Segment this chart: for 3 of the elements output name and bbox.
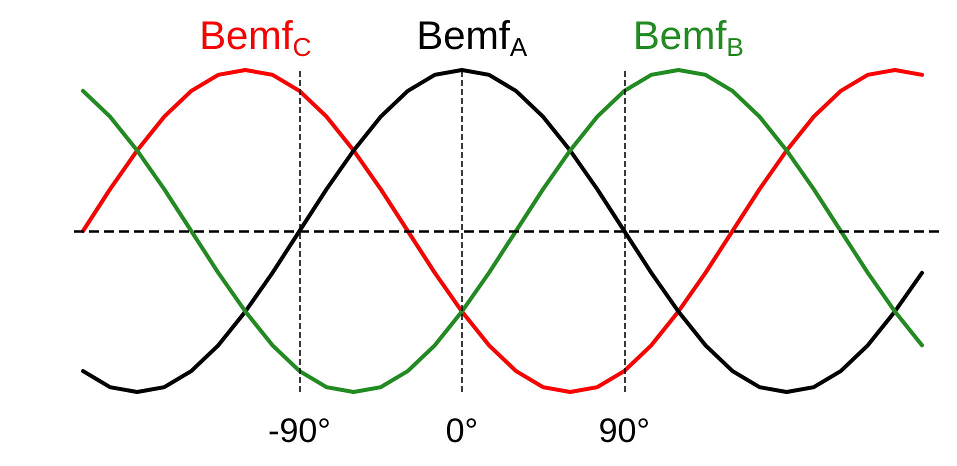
x-tick-label: 0° [446,412,478,450]
x-tick-label: -90° [268,412,331,450]
x-tick-label: 90° [598,412,650,450]
